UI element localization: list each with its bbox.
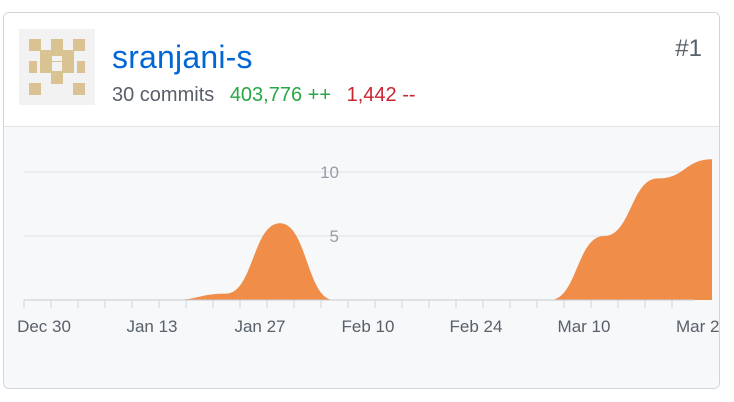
deletions-count: 1,442 -- [346,84,416,106]
y-tick-label-10: 10 [320,163,339,182]
contribution-chart-svg: 5 10 Dec 30 Jan 13 Jan 27 Feb 10 Feb 24 Mar 10 M… [17,159,719,336]
contribution-area-series [64,159,712,300]
contributor-card: sranjani-s #1 30 commits 403,776 ++ 1,44… [3,12,720,389]
contributor-stats: 30 commits 403,776 ++ 1,442 -- [112,84,416,107]
x-tick-label: Jan 13 [126,317,177,336]
x-tick-label: Jan 27 [234,317,285,336]
identicon-icon [19,29,95,105]
contributor-rank: #1 [675,35,702,62]
x-tick-label: Feb 24 [450,317,503,336]
commit-count-link[interactable]: 30 commits [112,84,215,106]
additions-count: 403,776 ++ [229,84,332,106]
contribution-chart: 5 10 Dec 30 Jan 13 Jan 27 Feb 10 Feb 24 Mar 10 M… [4,127,719,388]
identicon-avatar[interactable] [19,29,95,105]
y-tick-label-5: 5 [330,227,339,246]
x-tick-label: Mar 10 [558,317,611,336]
contributor-username-link[interactable]: sranjani-s [112,39,253,75]
contributor-header: sranjani-s #1 30 commits 403,776 ++ 1,44… [4,13,719,127]
x-tick-label: Mar 2 [676,317,719,336]
x-tick-label: Feb 10 [342,317,395,336]
x-tick-label: Dec 30 [17,317,71,336]
